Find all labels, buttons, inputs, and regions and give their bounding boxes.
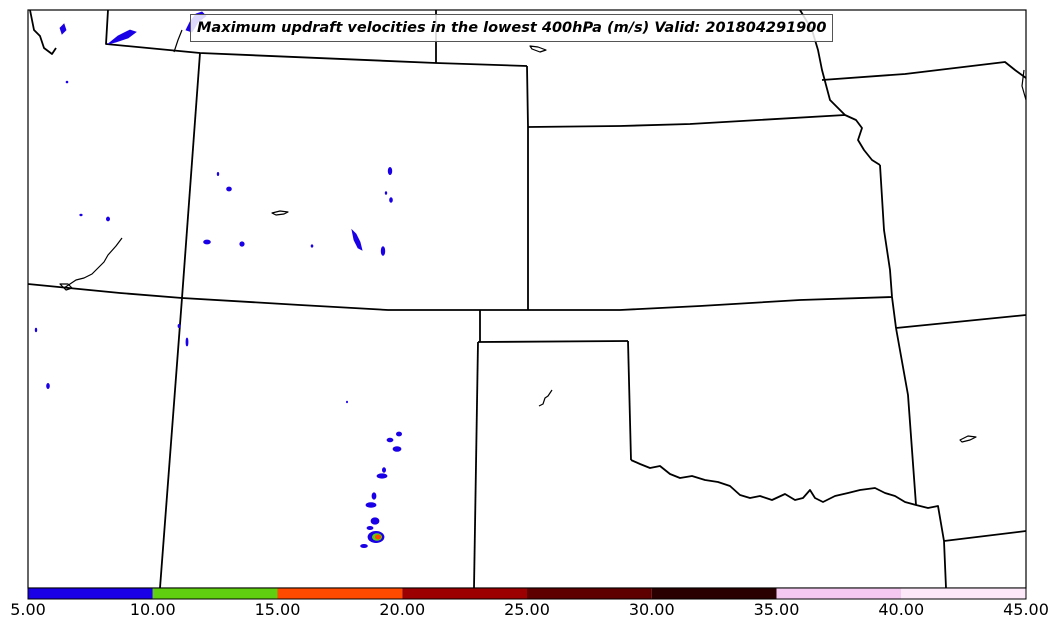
lake-wyoming: [271, 210, 289, 216]
boundary-nm-tx: [473, 341, 479, 589]
cell: [351, 228, 363, 251]
boundary-wyoming-west: [181, 52, 201, 299]
boundary-ar-la: [943, 530, 1027, 542]
colorbar-bin-7: [901, 588, 1026, 599]
cell: [384, 191, 388, 195]
cell: [239, 241, 245, 247]
lake-nebraska: [529, 45, 547, 53]
cell: [107, 29, 137, 45]
cell: [79, 213, 83, 217]
boundary-tx-panhandle-top: [477, 340, 629, 343]
boundary-az-nm: [159, 297, 183, 589]
colorbar-tick-label: 20.00: [379, 600, 426, 619]
cell: [65, 80, 69, 84]
boundary-red-river: [630, 459, 947, 589]
lake-texas-panhandle: [538, 389, 553, 407]
cell: [392, 446, 402, 452]
lake-utah: [59, 283, 73, 291]
cell: [386, 437, 394, 443]
colorbar-bin-3: [402, 588, 527, 599]
cell: [389, 197, 393, 203]
colorbar-bin-4: [527, 588, 652, 599]
colorbar-tick-label: 25.00: [504, 600, 550, 619]
boundary-ok-ar: [895, 327, 917, 506]
cell: [177, 323, 181, 328]
map-title: Maximum updraft velocities in the lowest…: [190, 14, 834, 42]
cell: [380, 246, 386, 256]
cell: [203, 239, 211, 245]
river-east-edge: [1021, 69, 1027, 101]
cell: [46, 382, 50, 389]
colorbar-tick-label: 45.00: [1003, 600, 1049, 619]
colorbar-bin-5: [651, 588, 777, 599]
cell: [59, 23, 67, 35]
colorbar-bin-2: [277, 588, 403, 599]
cell: [106, 216, 111, 222]
cell: [345, 400, 348, 404]
cell: [365, 502, 377, 508]
boundary-ia-mo: [821, 61, 1027, 81]
cell: [381, 467, 386, 473]
river-utah: [63, 237, 123, 289]
cell: [370, 517, 380, 525]
boundary-ks-ok: [528, 296, 893, 311]
colorbar-bin-6: [776, 588, 902, 599]
lake-shore-northwest: [29, 9, 57, 55]
colorbar-bin-1: [152, 588, 278, 599]
boundary-tx-panhandle-east: [627, 340, 632, 461]
colorbar-tick-label: 35.00: [753, 600, 800, 619]
cell: [34, 327, 38, 333]
cell: [360, 544, 368, 549]
cell: [226, 186, 232, 192]
boundary-missouri-river: [799, 9, 881, 166]
colorbar-tick-label: 10.00: [129, 600, 176, 619]
colorbar-bin-0: [28, 588, 153, 599]
boundary-colorado-east: [526, 65, 529, 310]
colorbar-tick-label: 40.00: [878, 600, 925, 619]
cell: [395, 431, 402, 437]
cell: [387, 166, 393, 175]
colorbar-tick-label: 30.00: [628, 600, 675, 619]
river-wyoming-north: [173, 29, 183, 53]
cell: [310, 244, 314, 248]
cell: [376, 473, 388, 479]
state-boundaries: [27, 9, 1027, 589]
cell: [371, 492, 377, 500]
colorbar-border: [27, 587, 1027, 600]
colorbar-tick-label: 15.00: [254, 600, 301, 619]
boundary-ne-ks: [527, 114, 846, 128]
cell: [366, 526, 374, 531]
cell-core-15-20: [375, 534, 381, 540]
lake-arkansas: [959, 435, 977, 443]
boundary-mo-ar: [895, 314, 1027, 329]
colorbar: [27, 587, 1027, 600]
colorbar-tick-label: 5.00: [10, 600, 46, 619]
cell: [216, 171, 220, 176]
boundary-ks-mo: [879, 164, 897, 329]
cell: [185, 337, 189, 347]
